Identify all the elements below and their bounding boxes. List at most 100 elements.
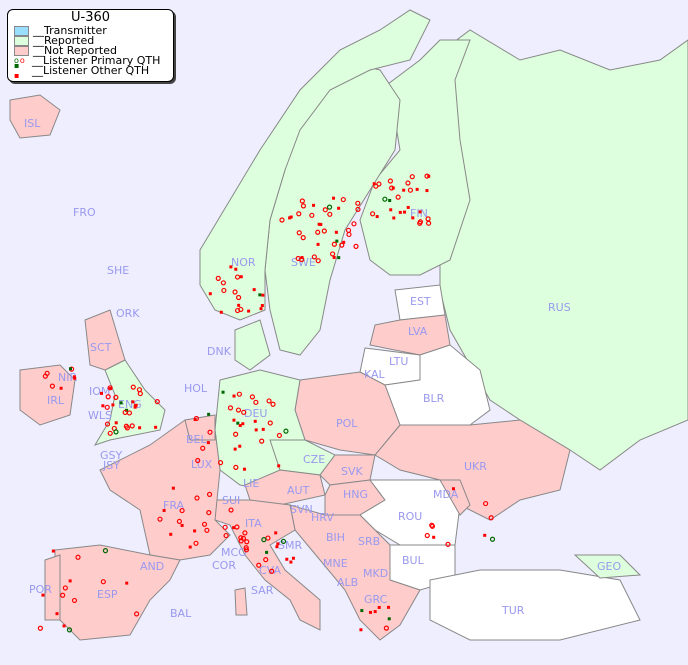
region-irl (19, 364, 76, 426)
listener-primary-qth-marker (242, 530, 248, 536)
listener-other-qth-marker (337, 206, 341, 210)
country-label-hng: HNG (343, 488, 368, 501)
listener-primary-qth-marker (326, 204, 333, 210)
listener-other-qth-marker (114, 421, 118, 425)
listener-primary-qth-marker (409, 174, 415, 180)
listener-primary-qth-marker (37, 625, 43, 631)
country-label-fro: FRO (73, 206, 96, 219)
listener-primary-qth-marker (133, 611, 140, 617)
map-title: U-360 (70, 10, 111, 25)
listener-other-qth-marker (392, 216, 396, 220)
listener-other-qth-marker (134, 403, 138, 407)
legend-label: __Not Reported (33, 44, 117, 57)
listener-other-qth-marker (261, 427, 265, 431)
listener-primary-qth-marker (445, 541, 451, 547)
listener-other-qth-marker (253, 419, 257, 423)
region-bel (184, 414, 216, 441)
country-label-sui: SUI (222, 494, 240, 507)
listener-primary-qth-marker (389, 185, 395, 191)
country-label-cze: CZE (303, 453, 325, 466)
listener-primary-qth-marker (300, 203, 307, 209)
listener-other-qth-marker (193, 418, 197, 422)
country-label-hrv: HRV (311, 511, 334, 524)
listener-primary-qth-marker (233, 464, 239, 470)
listener-primary-qth-marker (215, 275, 221, 281)
listener-primary-qth-marker (355, 200, 361, 206)
listener-primary-qth-marker (339, 242, 345, 248)
listener-other-qth-marker (193, 529, 197, 533)
listener-primary-qth-marker (299, 256, 305, 263)
country-label-gsy: GSY (100, 449, 123, 462)
listener-other-qth-marker (180, 523, 184, 527)
listener-primary-qth-marker (243, 545, 249, 551)
listener-primary-qth-marker (49, 383, 56, 389)
listener-primary-qth-marker (66, 627, 73, 633)
listener-primary-qth-marker (124, 425, 130, 431)
region-nor (199, 9, 431, 321)
country-label-por: POR (29, 583, 52, 596)
region-ukr (374, 419, 571, 521)
listener-other-qth-marker (232, 418, 236, 422)
listener-primary-qth-marker (232, 289, 238, 295)
listener-other-qth-marker (427, 174, 431, 178)
country-label-ork: ORK (116, 307, 140, 320)
transmitter-swatch-icon (14, 26, 29, 36)
listener-primary-qth-marker (234, 307, 241, 314)
listener-other-qth-marker (451, 487, 455, 491)
listener-other-qth-marker (55, 612, 59, 616)
listener-other-qth-marker (288, 216, 292, 220)
listener-primary-qth-marker (200, 445, 206, 451)
country-label-mkd: MKD (363, 567, 388, 580)
listener-primary-qth-marker (243, 547, 250, 553)
country-label-rus: RUS (548, 301, 571, 314)
listener-other-qth-marker (236, 421, 240, 425)
country-label-isl: ISL (24, 117, 41, 130)
listener-other-qth-marker (411, 216, 415, 220)
listener-primary-qth-marker (340, 196, 346, 203)
listener-primary-qth-marker (100, 579, 106, 585)
legend-transmitter: __Transmitter (8, 24, 173, 37)
listener-primary-qth-marker (107, 430, 113, 436)
country-label-pol: POL (336, 417, 358, 430)
legend-label: __Transmitter (33, 24, 107, 37)
listener-primary-qth-marker (102, 548, 109, 554)
listener-other-qth-marker (229, 265, 233, 269)
listener-other-qth-marker (368, 610, 372, 614)
listener-primary-qth-marker (130, 384, 136, 390)
legend-label: __Reported (33, 34, 95, 47)
listener-primary-qth-marker (483, 500, 489, 507)
country-label-svn: SVN (290, 503, 313, 516)
listener-primary-qth-marker (261, 537, 267, 543)
listener-primary-qth-marker (207, 429, 213, 435)
listener-primary-qth-marker (222, 524, 228, 530)
listener-other-qth-marker (233, 447, 237, 451)
listener-other-qth-marker (243, 467, 247, 471)
country-label-ita: ITA (245, 517, 262, 530)
listener-primary-qth-marker (315, 229, 321, 235)
listener-primary-qth-marker (154, 398, 160, 405)
country-label-rou: ROU (398, 510, 422, 523)
listener-other-qth-marker (101, 404, 105, 408)
listener-primary-qth-marker (296, 230, 302, 236)
listener-other-qth-marker (289, 560, 293, 564)
listener-other-qth-marker (219, 310, 223, 314)
listener-primary-qth-marker (280, 538, 287, 544)
listener-other-qth-marker (402, 188, 406, 192)
circle-markers-icon: oo (14, 56, 26, 65)
country-label-swe: SWE (291, 256, 316, 269)
listener-primary-qth-marker (322, 207, 328, 213)
country-label-mda: MDA (433, 488, 459, 501)
country-label-bel: BEL (186, 433, 207, 446)
listener-primary-qth-marker (369, 211, 376, 217)
listener-primary-qth-marker (104, 404, 110, 410)
region-eng (93, 359, 166, 446)
legend: U-360 __Transmitter __Reported __Not Rep… (7, 9, 174, 82)
listener-other-qth-marker (418, 210, 422, 214)
listener-other-qth-marker (312, 203, 316, 207)
listener-other-qth-marker (162, 509, 166, 513)
listener-other-qth-marker (388, 198, 392, 202)
listener-other-qth-marker (415, 187, 419, 191)
country-label-ltu: LTU (389, 355, 408, 368)
country-label-smr: SMR (278, 539, 302, 552)
listener-other-qth-marker (119, 401, 123, 405)
